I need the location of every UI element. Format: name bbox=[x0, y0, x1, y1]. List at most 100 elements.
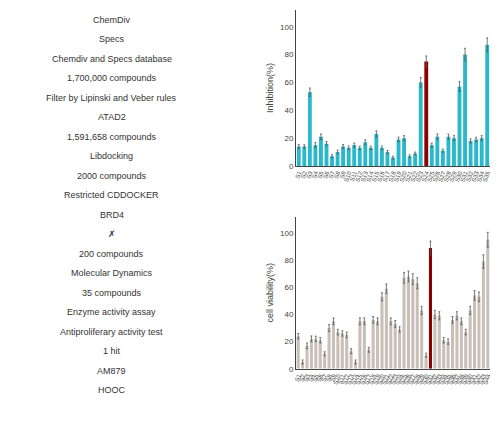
svg-text:S17: S17 bbox=[382, 170, 392, 183]
svg-text:40: 40 bbox=[284, 106, 293, 115]
svg-text:S21: S21 bbox=[404, 170, 414, 183]
svg-text:S29: S29 bbox=[416, 373, 426, 386]
svg-text:200 compounds: 200 compounds bbox=[79, 249, 144, 259]
svg-text:ChemDiv: ChemDiv bbox=[93, 15, 131, 25]
svg-text:S37: S37 bbox=[451, 373, 461, 386]
svg-text:S32: S32 bbox=[429, 373, 439, 386]
svg-text:Specs: Specs bbox=[99, 34, 125, 44]
svg-text:S22: S22 bbox=[410, 170, 420, 183]
svg-text:S29: S29 bbox=[448, 170, 458, 183]
svg-text:S21: S21 bbox=[381, 373, 391, 386]
svg-text:1,700,000 compounds: 1,700,000 compounds bbox=[67, 73, 157, 83]
svg-text:S27: S27 bbox=[407, 373, 417, 386]
svg-text:S12: S12 bbox=[341, 373, 351, 386]
svg-text:S6: S6 bbox=[322, 170, 330, 180]
svg-text:S11: S11 bbox=[337, 373, 346, 385]
svg-text:0: 0 bbox=[289, 365, 294, 374]
svg-text:S43: S43 bbox=[478, 373, 488, 386]
svg-text:S15: S15 bbox=[354, 373, 364, 386]
svg-text:S36: S36 bbox=[447, 373, 457, 386]
svg-text:S39: S39 bbox=[460, 373, 470, 386]
svg-text:60: 60 bbox=[284, 78, 293, 87]
svg-text:S32: S32 bbox=[465, 170, 475, 183]
svg-text:S18: S18 bbox=[368, 373, 378, 386]
svg-text:Restricted CDDOCKER: Restricted CDDOCKER bbox=[64, 190, 159, 200]
svg-text:Libdocking: Libdocking bbox=[90, 151, 133, 161]
svg-text:35 compounds: 35 compounds bbox=[82, 288, 142, 298]
svg-text:S6: S6 bbox=[316, 373, 324, 383]
svg-text:S13: S13 bbox=[360, 170, 370, 183]
svg-text:S44: S44 bbox=[482, 373, 492, 386]
svg-text:S34: S34 bbox=[438, 373, 448, 386]
svg-text:S13: S13 bbox=[346, 373, 356, 386]
svg-text:20: 20 bbox=[284, 337, 293, 346]
svg-text:S24: S24 bbox=[421, 170, 431, 183]
svg-text:S9: S9 bbox=[339, 170, 347, 180]
svg-text:S26: S26 bbox=[403, 373, 413, 386]
svg-text:S33: S33 bbox=[434, 373, 444, 386]
svg-text:Chemdiv and Specs database: Chemdiv and Specs database bbox=[52, 54, 172, 64]
svg-text:S26: S26 bbox=[432, 170, 442, 183]
svg-text:S4: S4 bbox=[311, 170, 319, 180]
svg-text:100: 100 bbox=[280, 23, 294, 32]
svg-text:S28: S28 bbox=[443, 170, 453, 183]
svg-text:S40: S40 bbox=[465, 373, 475, 386]
svg-text:S23: S23 bbox=[390, 373, 400, 386]
svg-text:S19: S19 bbox=[393, 170, 403, 183]
svg-text:cell viability(%): cell viability(%) bbox=[265, 263, 275, 323]
svg-text:Molecular Dynamics: Molecular Dynamics bbox=[71, 268, 153, 278]
svg-text:Inhibition(%): Inhibition(%) bbox=[265, 63, 275, 113]
svg-text:0: 0 bbox=[289, 162, 294, 171]
svg-text:S10: S10 bbox=[343, 170, 353, 183]
svg-text:S42: S42 bbox=[473, 373, 483, 386]
svg-text:S33: S33 bbox=[471, 170, 481, 183]
svg-text:S18: S18 bbox=[387, 170, 397, 183]
svg-text:80: 80 bbox=[284, 50, 293, 59]
svg-text:80: 80 bbox=[284, 256, 293, 265]
svg-text:S3: S3 bbox=[305, 170, 313, 180]
svg-text:S2: S2 bbox=[300, 170, 308, 180]
svg-text:S24: S24 bbox=[394, 373, 404, 386]
svg-text:S16: S16 bbox=[376, 170, 386, 183]
svg-text:S16: S16 bbox=[359, 373, 369, 386]
svg-text:S12: S12 bbox=[354, 170, 364, 183]
svg-text:S7: S7 bbox=[328, 170, 336, 180]
svg-text:100: 100 bbox=[280, 229, 294, 238]
svg-text:S15: S15 bbox=[371, 170, 381, 183]
svg-text:S35: S35 bbox=[443, 373, 453, 386]
svg-text:S2: S2 bbox=[298, 373, 306, 383]
svg-text:S4: S4 bbox=[307, 373, 315, 383]
svg-text:S41: S41 bbox=[469, 373, 479, 386]
svg-text:HOOC: HOOC bbox=[98, 385, 126, 395]
svg-text:1,591,658 compounds: 1,591,658 compounds bbox=[67, 132, 157, 142]
svg-text:S14: S14 bbox=[365, 170, 375, 183]
svg-text:S31: S31 bbox=[425, 373, 435, 386]
svg-text:20: 20 bbox=[284, 134, 293, 143]
svg-text:S1: S1 bbox=[294, 373, 302, 383]
svg-text:1 hit: 1 hit bbox=[103, 346, 121, 356]
svg-text:S5: S5 bbox=[311, 373, 319, 383]
svg-text:S30: S30 bbox=[454, 170, 464, 183]
svg-text:60: 60 bbox=[284, 283, 293, 292]
svg-text:S19: S19 bbox=[372, 373, 382, 386]
svg-text:S20: S20 bbox=[376, 373, 386, 386]
svg-text:S8: S8 bbox=[333, 170, 341, 180]
svg-text:S9: S9 bbox=[329, 373, 337, 383]
svg-text:Enzyme activity assay: Enzyme activity assay bbox=[67, 307, 156, 317]
svg-text:S14: S14 bbox=[350, 373, 360, 386]
svg-text:S34: S34 bbox=[476, 170, 486, 183]
svg-text:AM879: AM879 bbox=[97, 366, 126, 376]
svg-text:S11: S11 bbox=[349, 170, 358, 182]
svg-text:✗: ✗ bbox=[108, 229, 116, 239]
svg-text:BRD4: BRD4 bbox=[100, 210, 124, 220]
svg-text:S7: S7 bbox=[320, 373, 328, 383]
svg-text:S27: S27 bbox=[437, 170, 447, 183]
svg-text:S30: S30 bbox=[421, 373, 431, 386]
svg-text:S1: S1 bbox=[294, 170, 302, 180]
svg-text:Filter by Lipinski and Veber r: Filter by Lipinski and Veber rules bbox=[46, 93, 177, 103]
svg-text:S3: S3 bbox=[303, 373, 311, 383]
svg-text:40: 40 bbox=[284, 310, 293, 319]
svg-text:S35: S35 bbox=[482, 170, 492, 183]
svg-text:S28: S28 bbox=[412, 373, 422, 386]
svg-text:S17: S17 bbox=[363, 373, 373, 386]
